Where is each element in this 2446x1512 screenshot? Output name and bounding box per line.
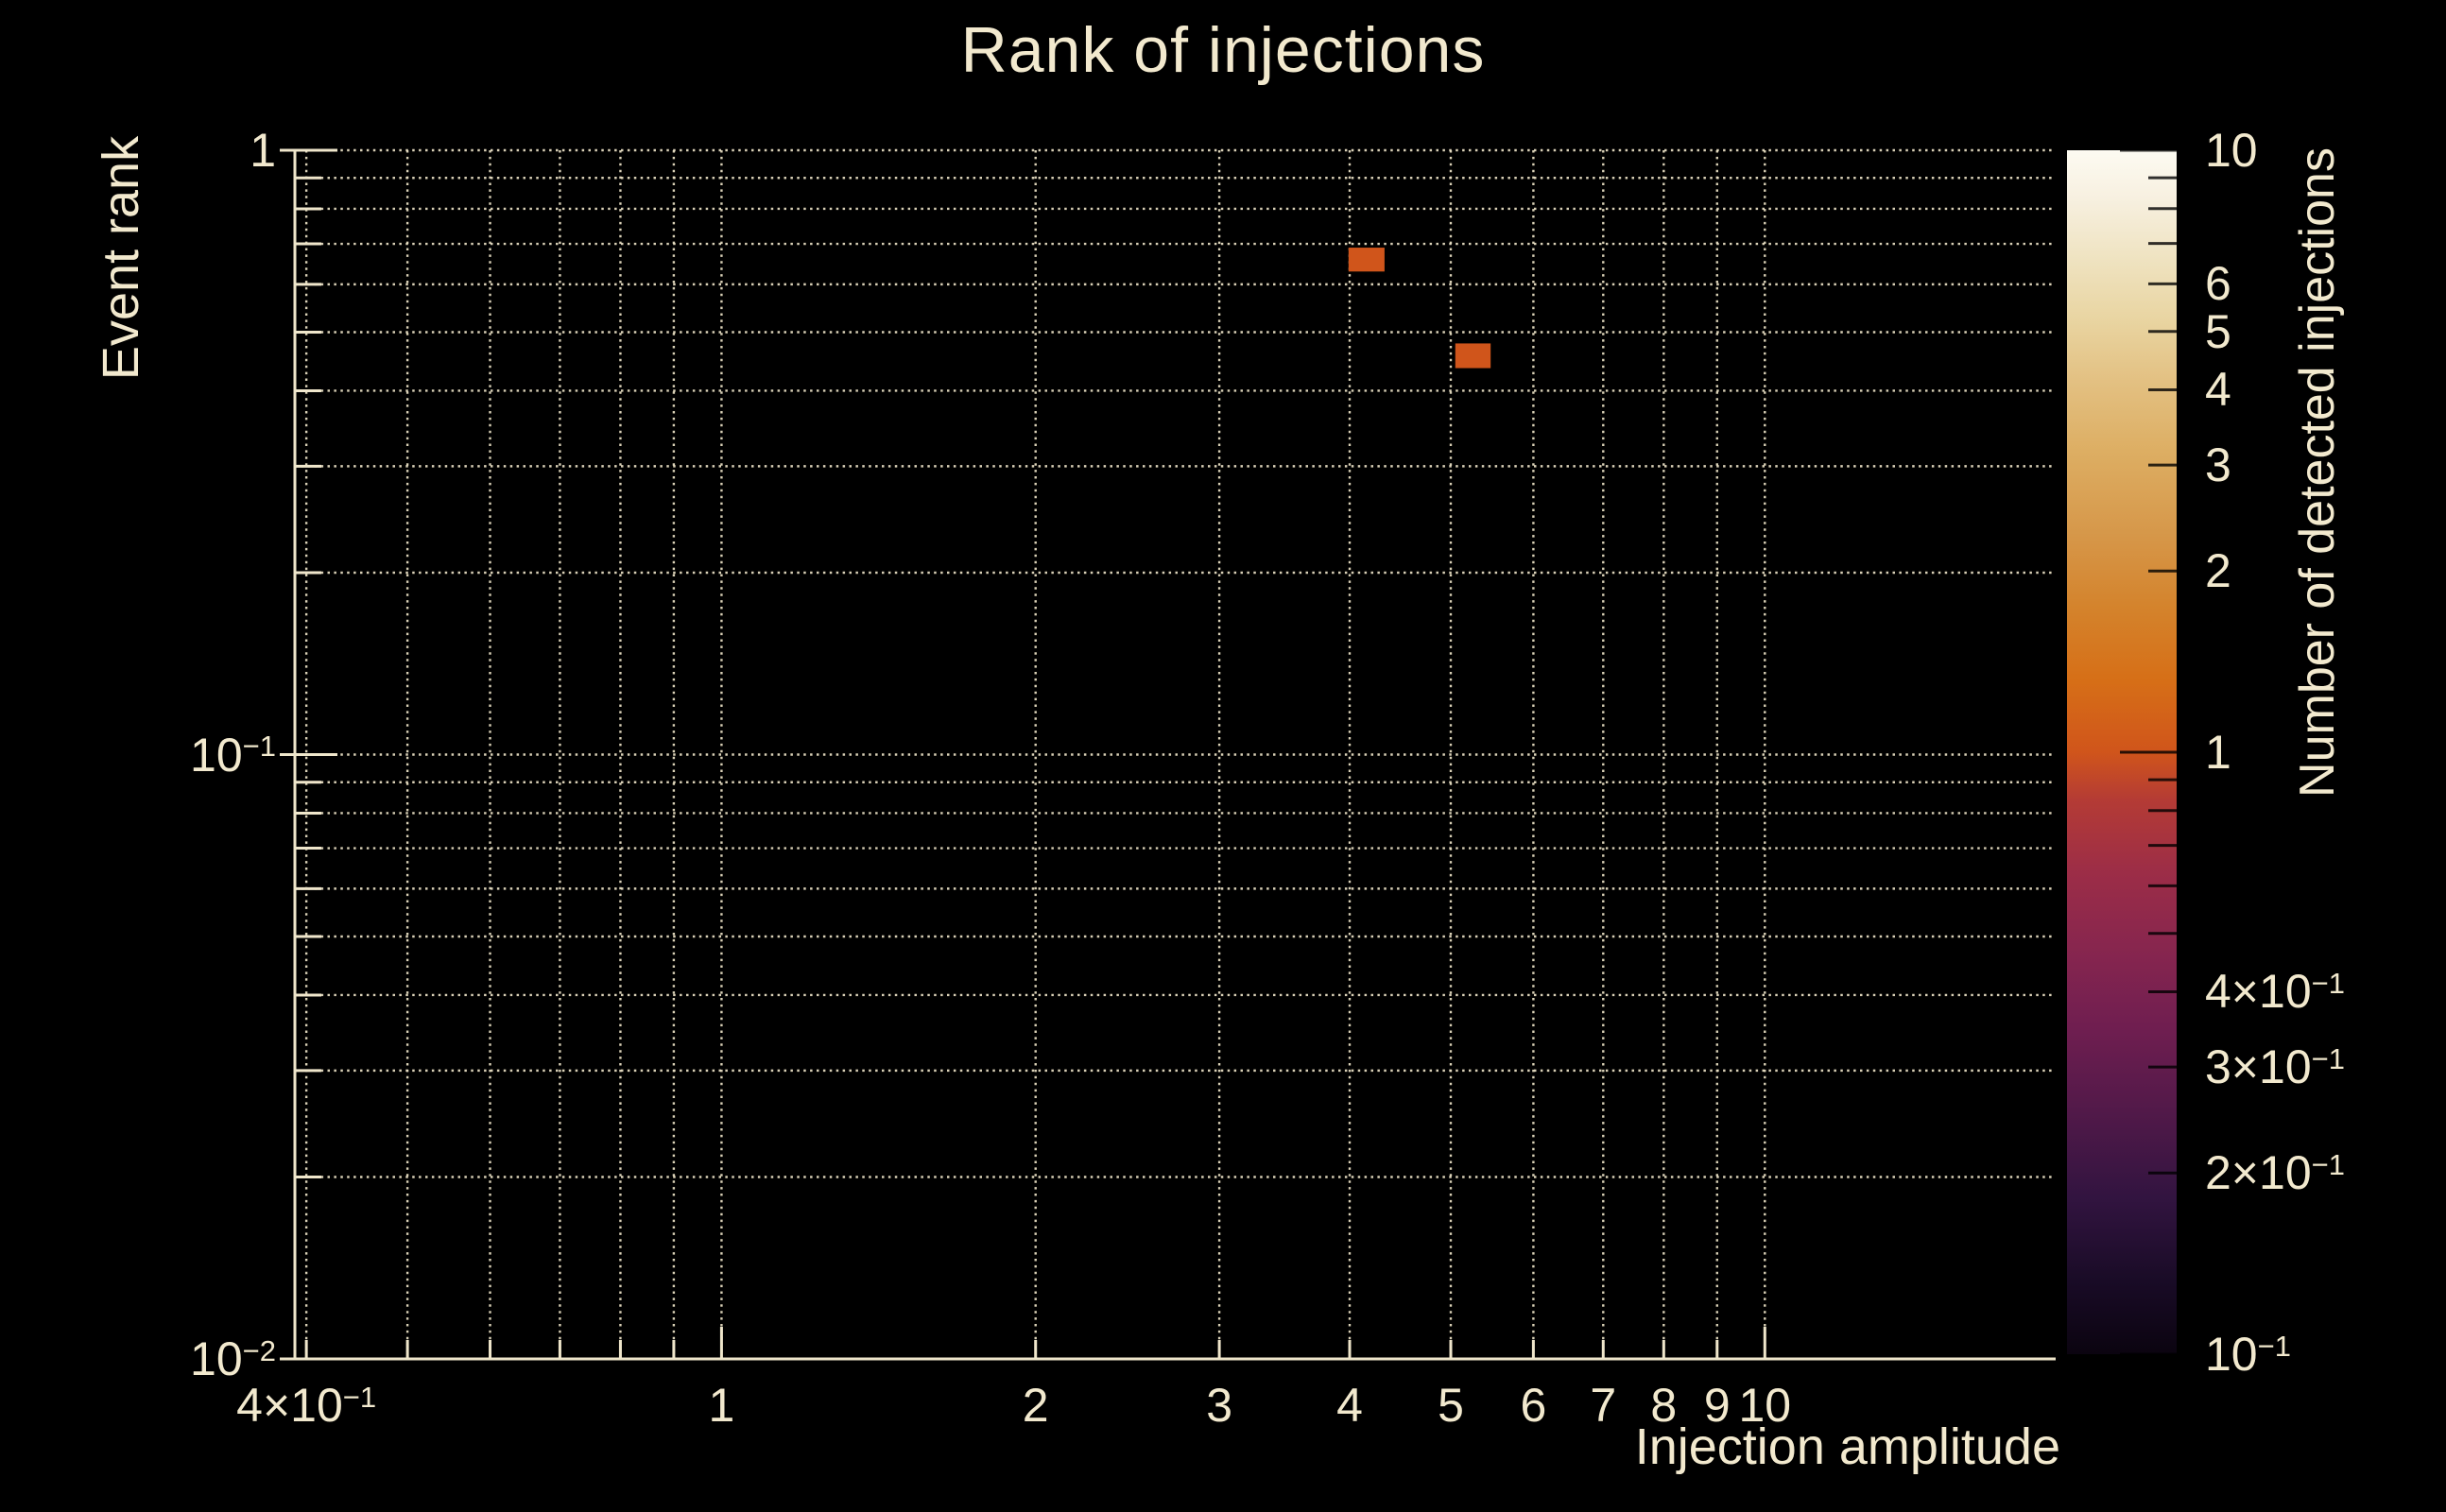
x-tick-label: 1 [708,1379,735,1432]
colorbar-tick-label: 10 [2205,124,2258,177]
colorbar-tick-label: 3×10−1 [2205,1040,2345,1094]
colorbar-tick-label: 1 [2205,726,2231,779]
x-tick-label: 5 [1438,1379,1464,1432]
colorbar-tick-label: 6 [2205,257,2231,311]
colorbar-tick-label: 3 [2205,438,2231,492]
colorbar-tick-label: 5 [2205,304,2231,358]
colorbar-title: Number of detected injections [2290,147,2345,798]
chart-title: Rank of injections [960,14,1486,86]
x-tick-label: 10 [1738,1379,1792,1432]
y-tick-label: 10−1 [190,728,276,782]
colorbar-tick-label: 4 [2205,363,2231,417]
x-tick-label: 4 [1336,1379,1363,1432]
y-axis-title: Event rank [93,135,149,381]
colorbar-tick-label: 4×10−1 [2205,965,2345,1019]
x-axis-title: Injection amplitude [1634,1418,2060,1475]
x-tick-label: 3 [1206,1379,1232,1432]
colorbar-tick-label: 2×10−1 [2205,1146,2345,1200]
x-tick-label: 6 [1520,1379,1547,1432]
heatmap-bin [1455,343,1491,369]
x-tick-label: 2 [1022,1379,1049,1432]
colorbar-tick-label: 2 [2205,544,2231,598]
y-tick-label: 10−2 [190,1332,276,1385]
x-tick-label: 4×10−1 [236,1379,377,1432]
heatmap-bin [1348,248,1385,272]
x-tick-label: 9 [1703,1379,1731,1432]
x-tick-label: 8 [1650,1379,1678,1432]
y-tick-label: 1 [250,124,276,177]
colorbar-tick-label: 10−1 [2205,1328,2291,1381]
x-tick-label: 7 [1590,1379,1617,1432]
